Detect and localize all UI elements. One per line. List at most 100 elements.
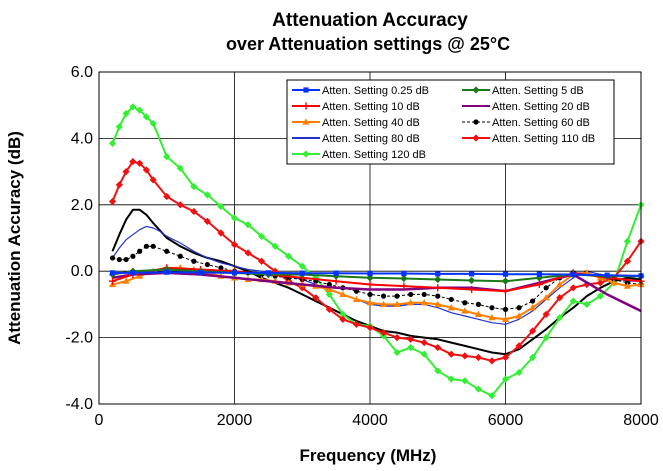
data-point	[610, 279, 618, 286]
data-point	[164, 269, 170, 275]
data-point	[623, 257, 632, 265]
y-tick-label: -4.0	[65, 396, 93, 413]
data-point	[367, 291, 373, 298]
data-point	[501, 277, 510, 285]
data-point	[468, 276, 476, 285]
data-point	[366, 299, 374, 306]
data-point	[501, 315, 510, 322]
data-point	[407, 335, 415, 343]
data-point	[542, 334, 550, 342]
legend-label: Atten. Setting 110 dB	[492, 133, 595, 145]
data-point	[176, 164, 184, 172]
data-point	[556, 314, 564, 322]
data-point	[109, 270, 116, 276]
legend-item: Atten. Setting 10 dB	[292, 101, 420, 113]
data-point	[258, 232, 266, 240]
data-point	[569, 297, 577, 305]
legend-item: Atten. Setting 120 dB	[292, 149, 426, 161]
legend-label: Atten. Setting 120 dB	[322, 149, 426, 161]
data-point	[190, 207, 198, 216]
data-point	[407, 299, 415, 306]
chart-subtitle: over Attenuation settings @ 25°C	[226, 34, 510, 54]
data-point	[469, 271, 475, 277]
data-point	[535, 274, 543, 282]
data-point	[434, 284, 442, 292]
data-point	[150, 243, 156, 249]
data-point	[149, 176, 157, 184]
data-point	[122, 277, 130, 284]
data-point	[393, 334, 401, 342]
data-point	[623, 237, 632, 245]
data-point	[501, 353, 510, 362]
data-point	[366, 324, 374, 332]
chart-title: Attenuation Accuracy	[272, 10, 468, 31]
data-point	[570, 271, 576, 278]
data-point	[394, 293, 400, 299]
data-point	[400, 274, 408, 283]
legend-label: Atten. Setting 5 dB	[492, 85, 584, 97]
data-point	[461, 377, 469, 385]
legend-label: Atten. Setting 60 dB	[492, 117, 590, 129]
data-point	[542, 310, 550, 318]
legend-item: Atten. Setting 80 dB	[292, 133, 420, 145]
legend-box	[286, 79, 615, 165]
legend-label: Atten. Setting 80 dB	[322, 133, 420, 145]
legend: Atten. Setting 0.25 dB Atten. Setting 5 d…	[286, 79, 615, 165]
legend-marker	[302, 118, 310, 125]
data-point	[163, 265, 171, 274]
data-point	[461, 307, 469, 314]
data-point	[462, 300, 468, 306]
x-tick-label: 0	[95, 412, 104, 429]
data-point	[488, 357, 496, 365]
data-point	[379, 300, 388, 307]
data-point	[434, 300, 442, 307]
data-point	[325, 305, 333, 313]
data-point	[116, 256, 122, 263]
data-point	[501, 375, 510, 383]
tick-labels: 0 2000 4000 6000 8000 -4.0 -2.0 0.0 2.0 4.0 6.0	[65, 64, 658, 429]
legend-item: Atten. Setting 5 dB	[462, 85, 584, 97]
data-point	[447, 350, 455, 358]
data-point	[136, 272, 144, 279]
data-point	[285, 252, 293, 260]
data-point	[542, 294, 550, 301]
data-point	[488, 314, 496, 321]
data-point	[407, 343, 415, 352]
data-point	[583, 280, 591, 289]
data-point	[163, 192, 171, 201]
x-tick-label: 6000	[488, 412, 524, 429]
data-point	[623, 282, 632, 289]
data-point	[198, 269, 204, 276]
y-tick-label: 0.0	[71, 263, 93, 280]
data-point	[122, 168, 130, 176]
data-point	[421, 291, 427, 298]
legend-item: Atten. Setting 60 dB	[462, 117, 590, 129]
data-point	[244, 249, 252, 257]
data-point	[379, 329, 388, 337]
data-point	[596, 292, 604, 300]
data-point	[529, 327, 537, 335]
data-point	[468, 285, 476, 294]
legend-label: Atten. Setting 10 dB	[322, 101, 420, 113]
data-point	[515, 312, 523, 319]
y-axis-label: Attenuation Accuracy (dB)	[5, 131, 24, 345]
data-point	[535, 280, 543, 289]
data-point	[339, 315, 347, 323]
data-point	[298, 262, 306, 270]
y-tick-label: 2.0	[71, 197, 93, 214]
data-point	[333, 270, 339, 276]
data-point	[123, 256, 129, 263]
series-atten-setting-110-db	[108, 158, 645, 365]
data-point	[434, 343, 442, 352]
data-point	[475, 301, 481, 307]
data-point	[204, 261, 210, 268]
data-point	[556, 294, 564, 302]
data-point	[142, 113, 151, 121]
data-point	[258, 257, 266, 265]
data-point	[230, 214, 239, 222]
legend-label: Atten. Setting 0.25 dB	[322, 85, 429, 97]
data-point	[108, 277, 117, 285]
x-tick-label: 2000	[217, 412, 253, 429]
legend-label: Atten. Setting 20 dB	[492, 101, 590, 113]
data-point	[420, 299, 428, 306]
